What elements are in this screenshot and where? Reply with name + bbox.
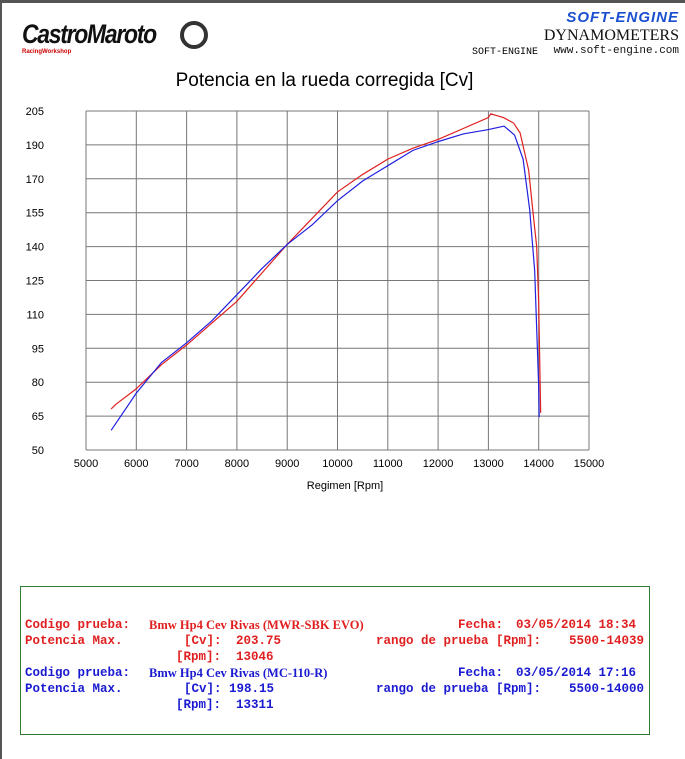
- y-tick-label: 95: [32, 343, 44, 355]
- x-tick-label: 8000: [225, 458, 249, 470]
- castromaroto-logo: CastroMaroto RacingWorkshop: [22, 19, 157, 55]
- x-tick-label: 7000: [174, 458, 198, 470]
- x-tick-label: 13000: [473, 458, 504, 470]
- run2-pot-label: Potencia Max.: [25, 682, 123, 696]
- run1-codigo-label: Codigo prueba:: [25, 618, 131, 632]
- run1-pot-label: Potencia Max.: [25, 634, 123, 648]
- run2-rango: 5500-14000: [569, 682, 645, 696]
- y-tick-label: 170: [26, 174, 44, 186]
- x-tick-label: 15000: [574, 458, 605, 470]
- soft-engine-mark: SOFT-ENGINE: [472, 47, 539, 58]
- run1-rpm-label: [Rpm]:: [176, 650, 222, 664]
- x-tick-label: 12000: [423, 458, 454, 470]
- x-tick-label: 10000: [322, 458, 353, 470]
- run1-rango-label: rango de prueba [Rpm]:: [376, 634, 542, 648]
- y-tick-label: 140: [26, 242, 44, 254]
- y-tick-label: 190: [26, 140, 44, 152]
- x-tick-label: 6000: [124, 458, 148, 470]
- run2-cv-label: [Cv]:: [184, 682, 222, 696]
- run2-codigo-label: Codigo prueba:: [25, 666, 131, 680]
- y-tick-label: 125: [26, 276, 44, 288]
- run2-codigo: Bmw Hp4 Cev Rivas (MC-110-R): [149, 666, 328, 680]
- y-tick-label: 50: [32, 445, 44, 457]
- x-axis-label: Regimen [Rpm]: [307, 480, 383, 492]
- y-tick-label: 205: [26, 106, 44, 118]
- run1-codigo: Bmw Hp4 Cev Rivas (MWR-SBK EVO): [149, 618, 364, 632]
- soft-engine-logo: SOFT-ENGINE DYNAMOMETERS www.soft-engine…: [543, 9, 679, 57]
- power-chart: 5000 6000 7000 8000 9000 10000 11000 12000 13000…: [26, 106, 605, 492]
- run1-cv: 203.75: [236, 634, 282, 648]
- test-info-box: Codigo prueba: Bmw Hp4 Cev Rivas (MWR-SB…: [20, 586, 650, 735]
- run2-rango-label: rango de prueba [Rpm]:: [376, 682, 542, 696]
- blue-power-curve: [110, 125, 540, 431]
- x-tick-label: 5000: [74, 458, 98, 470]
- run1-cv-label: [Cv]:: [184, 634, 222, 648]
- run2-fecha-label: Fecha:: [458, 666, 504, 680]
- y-tick-label: 155: [26, 208, 44, 220]
- y-tick-label: 110: [26, 309, 44, 321]
- y-tick-label: 80: [32, 377, 44, 389]
- run2-rpm-label: [Rpm]:: [176, 698, 222, 712]
- x-tick-label: 14000: [523, 458, 554, 470]
- x-tick-label: 9000: [275, 458, 299, 470]
- motorbike-wheel-icon: [180, 21, 208, 49]
- run2-fecha: 03/05/2014 17:16: [516, 666, 637, 680]
- run1-rango: 5500-14039: [569, 634, 645, 648]
- run1-rpm: 13046: [236, 650, 274, 664]
- run2-rpm: 13311: [236, 698, 274, 712]
- run1-fecha-label: Fecha:: [458, 618, 504, 632]
- y-tick-label: 65: [32, 411, 44, 423]
- x-tick-label: 11000: [373, 458, 403, 470]
- run2-cv: 198.15: [229, 682, 275, 696]
- chart-title: Potencia en la rueda corregida [Cv]: [175, 70, 474, 91]
- red-power-curve: [110, 113, 542, 413]
- run1-fecha: 03/05/2014 18:34: [516, 618, 637, 632]
